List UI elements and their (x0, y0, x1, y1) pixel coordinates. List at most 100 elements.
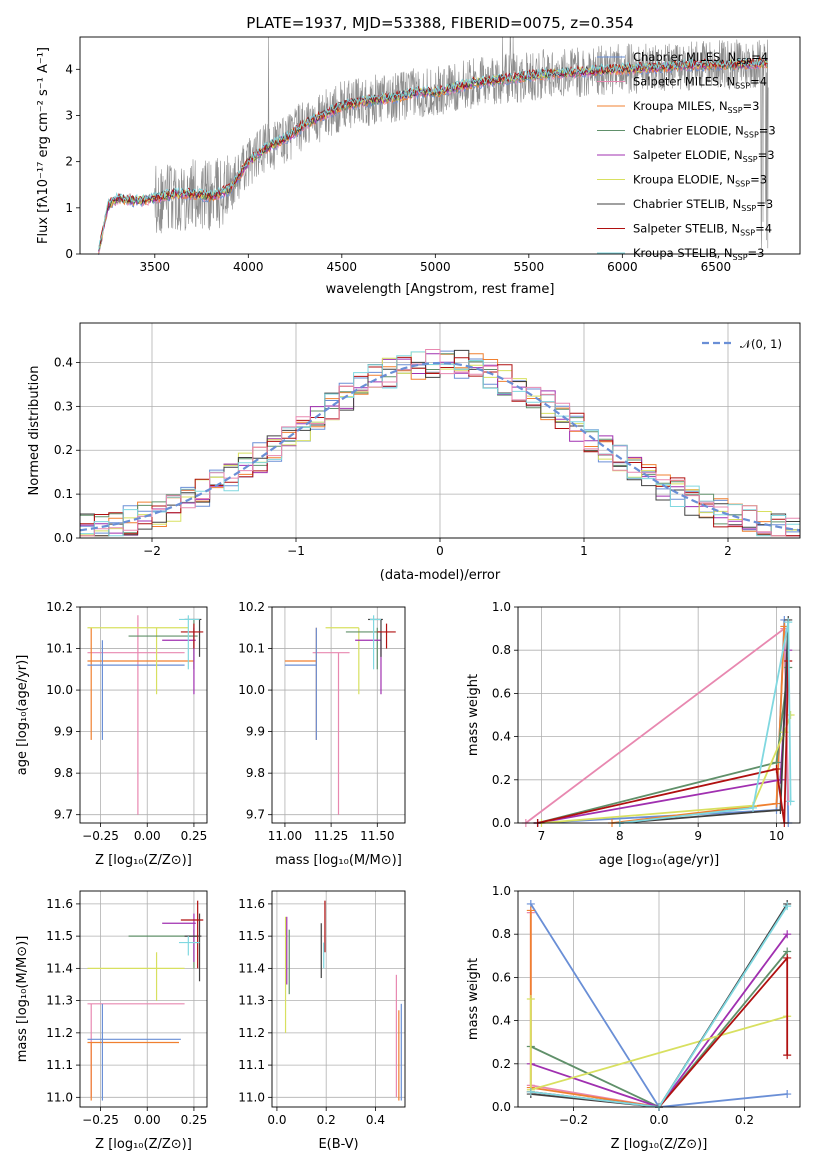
x-tick-label: 3500 (140, 260, 171, 274)
legend-entry: 𝒩(0, 1) (740, 337, 782, 351)
weight-marker (784, 618, 793, 627)
y-tick-label: 1.0 (492, 600, 511, 614)
x-tick-label: 0.2 (317, 1113, 336, 1127)
x-tick-label: 0.4 (366, 1113, 385, 1127)
x-tick-label: −1 (287, 544, 305, 558)
axes-frame (79, 606, 208, 824)
figure-title: PLATE=1937, MJD=53388, FIBERID=0075, z=0… (246, 14, 633, 32)
errorbar-group (87, 615, 204, 815)
panel-weight-vs-z: −0.2 0.0 0.2 0.0 0.2 0.4 0.6 0.8 1.0 Z [log₁₀(Z/Z… (466, 884, 801, 1152)
y-tick-label: 0.4 (492, 1014, 511, 1028)
x-axis-label: Z [log₁₀(Z/Z⊙)] (611, 1137, 708, 1152)
weight-marker (783, 1051, 792, 1060)
x-tick-label: −0.25 (82, 1113, 119, 1127)
y-tick-label: 9.8 (54, 766, 73, 780)
legend-entry: Kroupa MILES, NSSP=3 (633, 99, 759, 115)
y-tick-label: 0.2 (492, 773, 511, 787)
x-tick-label: 11.00 (268, 829, 302, 843)
axes-frame (517, 606, 801, 824)
x-axis-label: (data-model)/error (380, 568, 501, 583)
y-tick-label: 1 (65, 201, 73, 215)
y-tick-label: 11.2 (46, 1026, 73, 1040)
y-tick-label: 11.0 (46, 1090, 73, 1104)
legend-entry: Salpeter STELIB, NSSP=4 (633, 222, 772, 238)
y-tick-label: 9.8 (246, 766, 265, 780)
weight-marker (786, 797, 795, 806)
panel-age-vs-z: −0.25 0.00 0.25 9.7 9.8 9.9 10.0 10.1 10.2 Z [log… (15, 600, 208, 868)
x-tick-label: 5500 (514, 260, 545, 274)
panel-age-vs-mass: 11.00 11.25 11.50 9.7 9.8 9.9 10.0 10.1 10.2 mass… (238, 600, 406, 868)
model-spectrum-line (98, 60, 768, 254)
x-tick-label: −0.2 (559, 1113, 588, 1127)
y-tick-label: 0.3 (54, 399, 73, 413)
axes-frame (271, 890, 406, 1108)
x-axis-label: mass [log₁₀(M/M⊙)] (275, 853, 402, 868)
weight-marker (772, 799, 781, 808)
y-axis-label: Normed distribution (27, 366, 42, 496)
x-tick-label: 7 (538, 829, 546, 843)
axes-frame (79, 890, 208, 1108)
weight-marker (526, 906, 535, 915)
weight-marker (526, 1087, 535, 1096)
weight-marker (783, 1090, 792, 1099)
y-axis-label: mass weight (466, 674, 481, 756)
x-tick-label: 0.00 (134, 829, 161, 843)
y-tick-label: 9.7 (54, 808, 73, 822)
errorbar-group (87, 900, 204, 1101)
y-tick-label: 11.6 (238, 897, 265, 911)
y-tick-label: 4 (65, 62, 73, 76)
x-tick-label: −0.25 (82, 829, 119, 843)
y-axis-label: age [log₁₀(age/yr)] (15, 655, 30, 776)
y-tick-label: 11.6 (46, 897, 73, 911)
x-tick-label: 9 (694, 829, 702, 843)
legend-entry: Salpeter ELODIE, NSSP=3 (633, 148, 775, 164)
y-tick-label: 10.2 (238, 600, 265, 614)
y-tick-label: 0.2 (492, 1057, 511, 1071)
panel-weight-vs-age: 7 8 9 10 0.0 0.2 0.4 0.6 0.8 1.0 age [log₁₀(age/yr… (466, 600, 801, 868)
y-tick-label: 11.5 (46, 929, 73, 943)
legend-entry: Kroupa ELODIE, NSSP=3 (633, 173, 767, 189)
weight-marker (749, 803, 757, 812)
y-axis-label: mass [log₁₀(M/M⊙)] (15, 936, 30, 1063)
y-tick-label: 11.0 (238, 1090, 265, 1104)
y-tick-label: 11.4 (46, 961, 73, 975)
y-tick-label: 0.4 (54, 355, 73, 369)
x-tick-label: 0.25 (181, 1113, 208, 1127)
errorbar-group (284, 615, 396, 815)
y-tick-label: 11.1 (238, 1058, 265, 1072)
weight-marker (783, 930, 792, 939)
x-tick-label: 0.25 (181, 829, 208, 843)
weight-marker (772, 765, 781, 773)
y-tick-label: 11.1 (46, 1058, 73, 1072)
x-tick-label: 6000 (607, 260, 638, 274)
x-axis-label: Z [log₁₀(Z/Z⊙)] (95, 1137, 192, 1152)
x-tick-label: 5000 (420, 260, 451, 274)
panel-residuals: −2 −1 0 1 2 0.0 0.1 0.2 0.3 0.4 𝒩(0, 1) (data-model… (27, 322, 801, 583)
y-tick-label: 0.8 (492, 927, 511, 941)
x-tick-label: 4000 (233, 260, 264, 274)
y-tick-label: 0.0 (492, 816, 511, 830)
y-tick-label: 2 (65, 155, 73, 169)
legend-entry: Salpeter MILES, NSSP=4 (633, 75, 767, 91)
y-tick-label: 0.6 (492, 686, 511, 700)
x-tick-label: 0 (436, 544, 444, 558)
y-tick-label: 11.3 (46, 994, 73, 1008)
weight-line (525, 626, 790, 824)
y-tick-label: 0.2 (54, 443, 73, 457)
axes-frame (79, 36, 801, 255)
x-tick-label: 10 (769, 829, 784, 843)
y-tick-label: 0.4 (492, 730, 511, 744)
y-tick-label: 0.6 (492, 970, 511, 984)
panel-mass-vs-ebv: 0.0 0.2 0.4 11.0 11.1 11.2 11.3 11.4 11.5 11.6 E(B… (238, 890, 406, 1152)
y-tick-label: 9.7 (246, 808, 265, 822)
y-tick-label: 10.0 (46, 683, 73, 697)
legend-entry: Kroupa STELIB, NSSP=3 (633, 246, 764, 262)
y-tick-label: 0.0 (492, 1100, 511, 1114)
weight-line (537, 667, 790, 824)
x-tick-label: 0.0 (649, 1113, 668, 1127)
x-tick-label: 1 (580, 544, 588, 558)
weight-line (537, 660, 790, 824)
x-tick-label: 6500 (701, 260, 732, 274)
y-tick-label: 0 (65, 247, 73, 261)
